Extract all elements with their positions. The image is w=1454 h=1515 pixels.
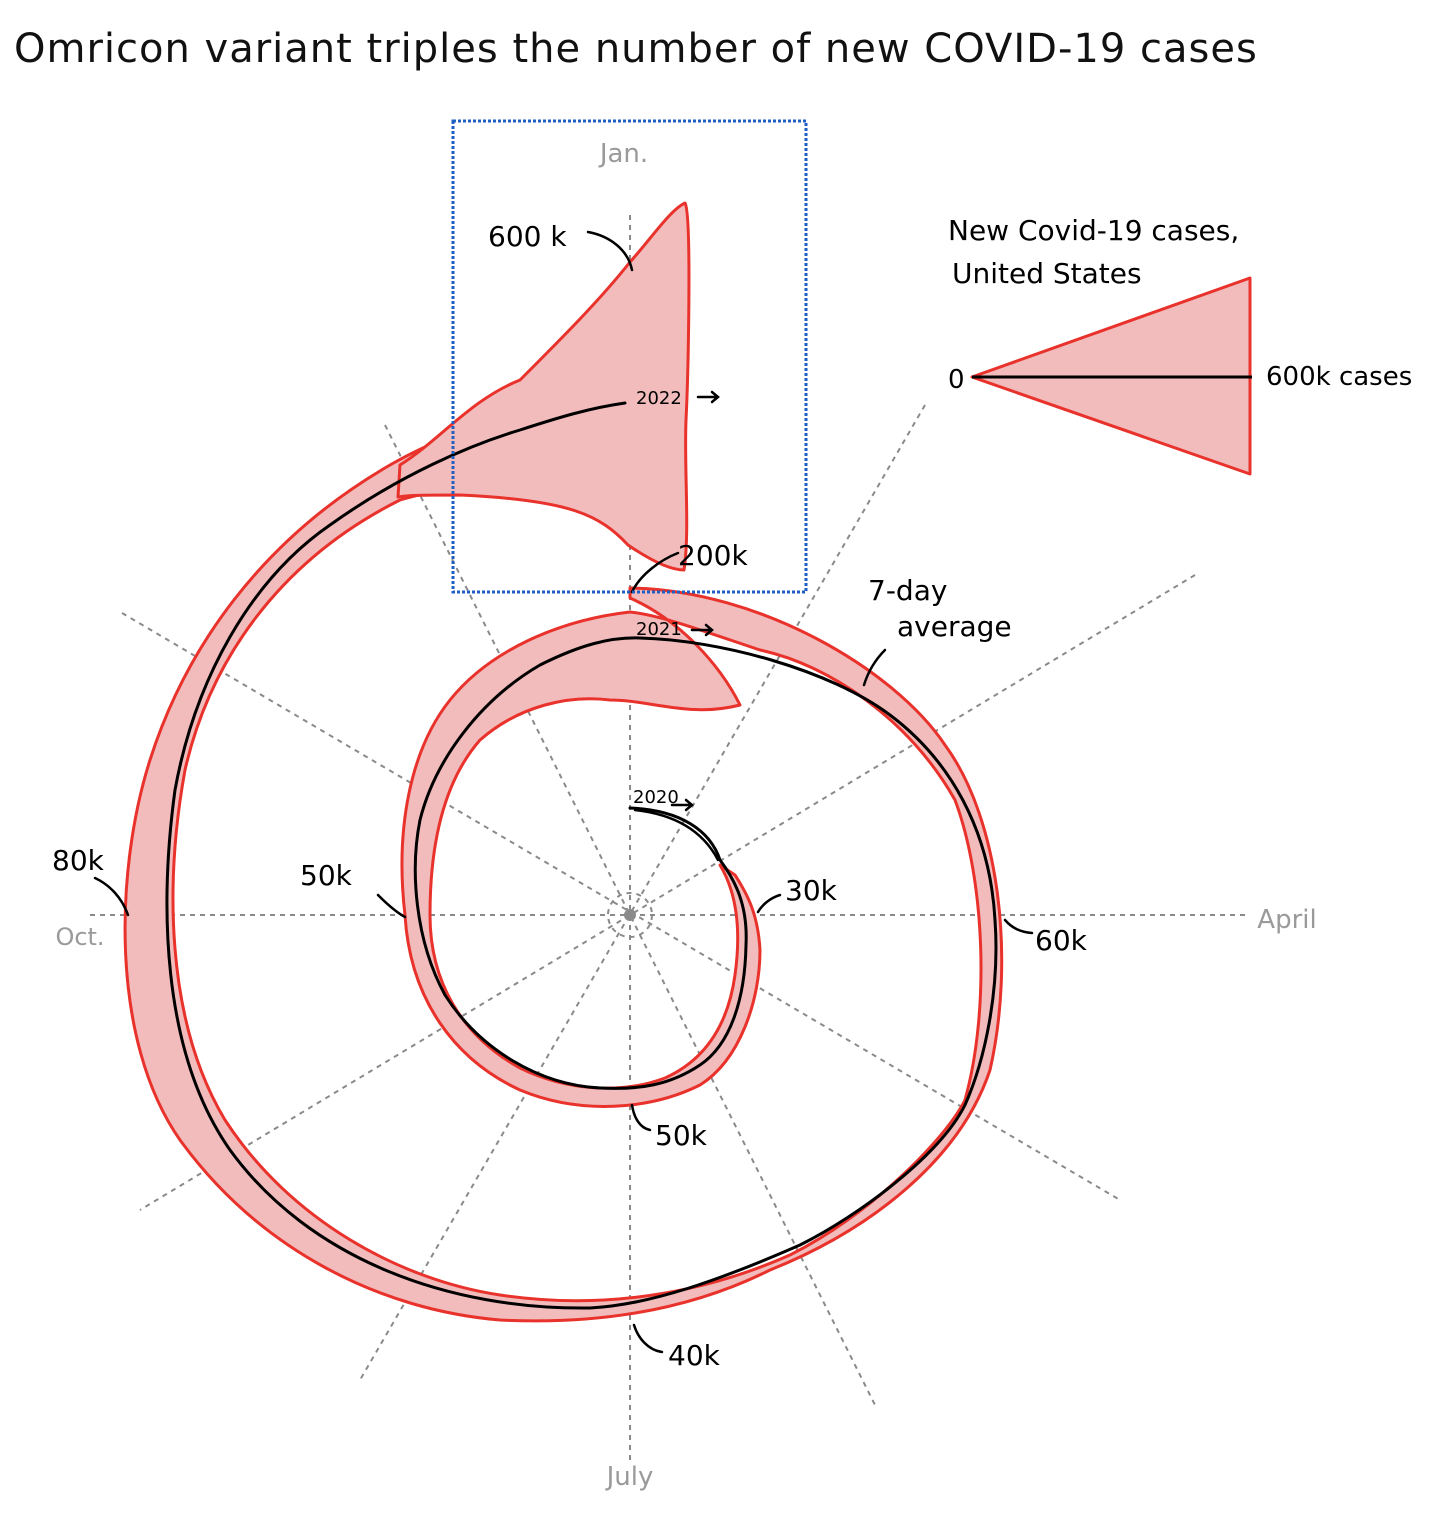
center-ring xyxy=(607,892,653,938)
legend: New Covid-19 cases, United States 0 600k… xyxy=(948,214,1412,476)
year-arrow-2022 xyxy=(696,390,720,404)
leader-50k-bottom xyxy=(630,1103,652,1132)
annotation-60k: 60k xyxy=(1035,924,1088,957)
annotation-7day-line2: average xyxy=(897,610,1012,643)
annotation-80k: 80k xyxy=(52,844,105,877)
year-arrow-2020-curve xyxy=(633,808,720,862)
spoke-4 xyxy=(121,612,1121,1201)
annotation-30k: 30k xyxy=(785,874,838,907)
chart-title: Omricon variant triples the number of ne… xyxy=(14,26,1258,72)
year-label-2022: 2022 xyxy=(636,388,682,409)
leader-40k xyxy=(632,1323,664,1354)
year-labels: 2020 2021 2022 xyxy=(633,388,682,808)
annotation-40k: 40k xyxy=(668,1339,721,1372)
seven-day-average-line xyxy=(165,401,998,1310)
leader-lines xyxy=(93,230,1034,1354)
leader-50k-left xyxy=(376,893,407,919)
leader-30k xyxy=(756,893,782,914)
month-label-april: April xyxy=(1257,905,1316,935)
year-arrow-2021 xyxy=(690,623,714,637)
spoke-grid xyxy=(90,215,1245,1460)
spiral-band xyxy=(123,201,1004,1323)
value-annotations: 600 k 200k 30k 60k 50k 50k 40k 80k xyxy=(52,220,1088,1372)
center-dot xyxy=(624,909,636,921)
legend-zero-label: 0 xyxy=(948,365,965,395)
year-arrow-2020 xyxy=(670,798,694,812)
legend-max-label: 600k cases xyxy=(1266,362,1412,392)
legend-title-line1: New Covid-19 cases, xyxy=(948,214,1239,247)
year-label-2020: 2020 xyxy=(633,787,679,808)
band-ring-outer xyxy=(123,416,1004,1323)
leader-80k xyxy=(93,876,130,917)
annotation-7day-line1: 7-day xyxy=(868,574,947,607)
spoke-2 xyxy=(384,424,876,1406)
annotation-50k-left: 50k xyxy=(300,859,353,892)
month-label-jan: Jan. xyxy=(598,139,648,169)
leader-60k xyxy=(1003,918,1034,935)
spoke-3 xyxy=(359,404,926,1381)
leader-600k xyxy=(586,230,634,272)
omicron-spike xyxy=(396,201,691,572)
annotation-600k: 600 k xyxy=(488,220,567,253)
leader-200k xyxy=(630,551,680,594)
annotation-200k: 200k xyxy=(678,539,748,572)
legend-title-line2: United States xyxy=(952,257,1142,290)
highlight-box xyxy=(451,119,808,594)
year-label-2021: 2021 xyxy=(636,619,682,640)
leader-7day xyxy=(862,648,887,687)
month-label-oct: Oct. xyxy=(55,923,104,951)
month-label-july: July xyxy=(605,1462,654,1492)
annotation-50k-bottom: 50k xyxy=(655,1119,708,1152)
